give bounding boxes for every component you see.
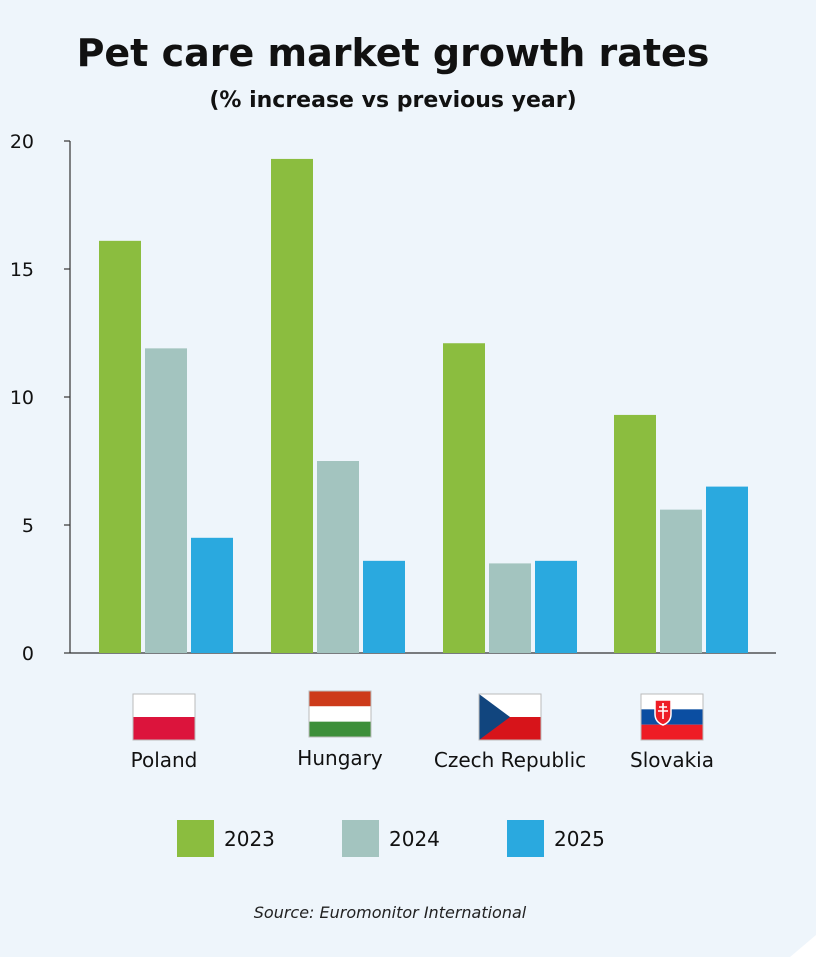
legend-label: 2025 bbox=[554, 827, 605, 851]
y-tick-label: 0 bbox=[22, 643, 34, 665]
bar-poland-2023 bbox=[99, 240, 141, 653]
category-label: Hungary bbox=[297, 746, 383, 770]
bar-slovakia-2025 bbox=[706, 486, 748, 653]
chart-subtitle: (% increase vs previous year) bbox=[209, 88, 576, 113]
category-labels: Poland Hungary Czech Republic Slovakia bbox=[131, 690, 714, 772]
source-note: Source: Euromonitor International bbox=[254, 903, 527, 922]
slovakia-flag-icon bbox=[640, 693, 704, 741]
corner-decoration bbox=[790, 935, 816, 957]
bar-czech-republic-2023 bbox=[443, 343, 485, 653]
legend-swatch-2024 bbox=[342, 820, 379, 857]
bar-hungary-2025 bbox=[363, 560, 405, 653]
chart-title: Pet care market growth rates bbox=[77, 31, 710, 75]
bar-slovakia-2024 bbox=[660, 509, 702, 653]
czech-flag-icon bbox=[478, 693, 542, 741]
legend-swatch-2023 bbox=[177, 820, 214, 857]
bar-hungary-2023 bbox=[271, 158, 313, 654]
bar-czech-republic-2024 bbox=[489, 563, 531, 653]
category-label: Slovakia bbox=[630, 748, 714, 772]
legend: 2023 2024 2025 bbox=[177, 820, 605, 857]
y-axis: 0 5 10 15 20 bbox=[10, 131, 776, 665]
y-tick-label: 10 bbox=[10, 387, 34, 409]
legend-label: 2024 bbox=[389, 827, 440, 851]
bar-poland-2025 bbox=[191, 537, 233, 653]
poland-flag-icon bbox=[132, 693, 196, 741]
hungary-flag-icon bbox=[308, 690, 372, 738]
bar-hungary-2024 bbox=[317, 461, 359, 653]
category-label: Czech Republic bbox=[434, 748, 586, 772]
bars bbox=[99, 158, 748, 654]
y-tick-label: 20 bbox=[10, 131, 34, 153]
bar-poland-2024 bbox=[145, 348, 187, 653]
legend-swatch-2025 bbox=[507, 820, 544, 857]
y-tick-label: 15 bbox=[10, 259, 34, 281]
y-tick-label: 5 bbox=[22, 515, 34, 537]
bar-slovakia-2023 bbox=[614, 414, 656, 653]
category-label: Poland bbox=[131, 748, 198, 772]
bar-czech-republic-2025 bbox=[535, 560, 577, 653]
legend-label: 2023 bbox=[224, 827, 275, 851]
